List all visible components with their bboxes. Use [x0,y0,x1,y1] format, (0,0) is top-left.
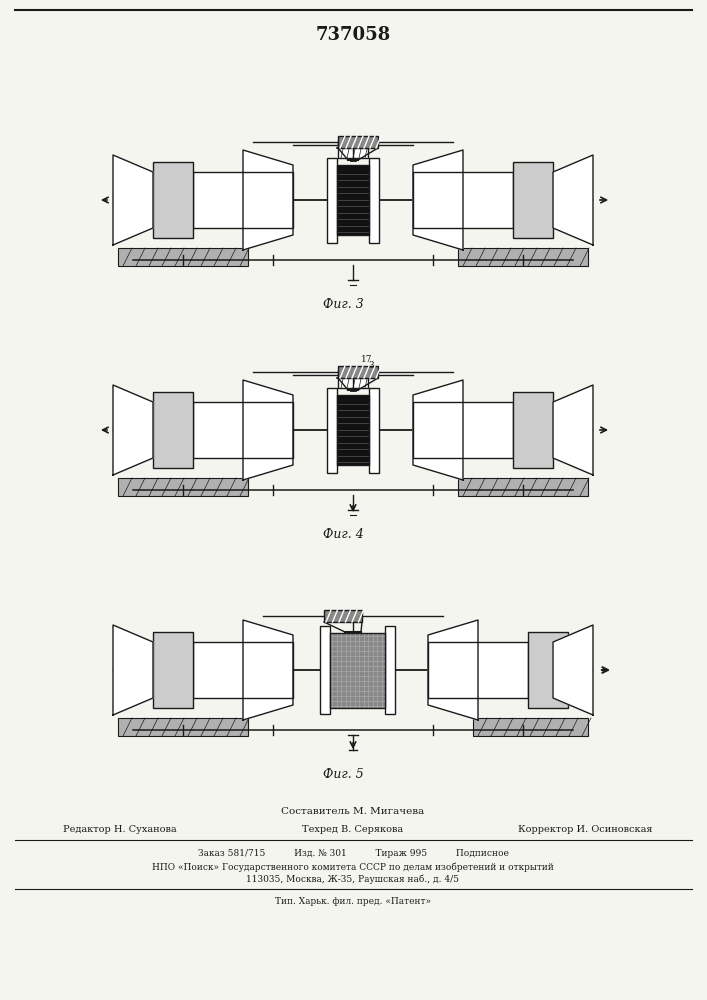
Bar [327,157,337,242]
Bar [193,642,293,698]
Bar [118,248,248,266]
Polygon shape [413,380,463,480]
Text: Фиг. 5: Фиг. 5 [322,768,363,782]
Bar [513,392,553,468]
Bar [458,478,588,496]
Bar [473,718,588,736]
Bar [337,395,369,465]
Text: 17: 17 [361,355,373,364]
Bar [338,140,368,158]
Polygon shape [243,620,293,720]
Bar [513,162,553,238]
Polygon shape [243,380,293,480]
Bar [153,392,193,468]
Bar [369,157,379,242]
Bar [320,626,330,714]
Text: Редактор Н. Суханова: Редактор Н. Суханова [63,826,177,834]
Bar [428,642,528,698]
Bar [338,370,368,388]
Polygon shape [553,625,593,715]
Text: НПО «Поиск» Государственного комитета СССР по делам изобретений и открытий: НПО «Поиск» Государственного комитета СС… [152,862,554,872]
Text: Корректор И. Осиновская: Корректор И. Осиновская [518,826,653,834]
Polygon shape [553,385,593,475]
Text: 737058: 737058 [315,26,391,44]
Bar [337,165,369,235]
Polygon shape [113,625,153,715]
Bar [118,718,248,736]
Polygon shape [553,155,593,245]
Polygon shape [113,155,153,245]
Bar [385,626,395,714]
Bar [413,402,513,458]
Text: Фиг. 3: Фиг. 3 [322,298,363,312]
Bar [458,248,588,266]
Polygon shape [428,620,478,720]
Polygon shape [413,150,463,250]
Polygon shape [243,150,293,250]
Bar [153,632,193,708]
Text: Составитель М. Мигачева: Составитель М. Мигачева [281,808,425,816]
Bar [338,136,378,148]
Text: Заказ 581/715          Изд. № 301          Тираж 995          Подписное: Заказ 581/715 Изд. № 301 Тираж 995 Подпи… [197,850,508,858]
Bar [330,633,385,708]
Text: Тип. Харьк. фил. пред. «Патент»: Тип. Харьк. фил. пред. «Патент» [275,898,431,906]
Bar [118,478,248,496]
Text: Фиг. 4: Фиг. 4 [322,528,363,542]
Text: 3: 3 [368,361,373,370]
Bar [338,366,378,378]
Bar [324,610,362,622]
Polygon shape [113,385,153,475]
Bar [413,172,513,228]
Bar [193,402,293,458]
Bar [369,387,379,473]
Text: Техред В. Серякова: Техред В. Серякова [303,826,404,834]
Bar [327,387,337,473]
Bar [153,162,193,238]
Bar [528,632,568,708]
Bar [193,172,293,228]
Text: 113035, Москва, Ж-35, Раушская наб., д. 4/5: 113035, Москва, Ж-35, Раушская наб., д. … [247,874,460,884]
